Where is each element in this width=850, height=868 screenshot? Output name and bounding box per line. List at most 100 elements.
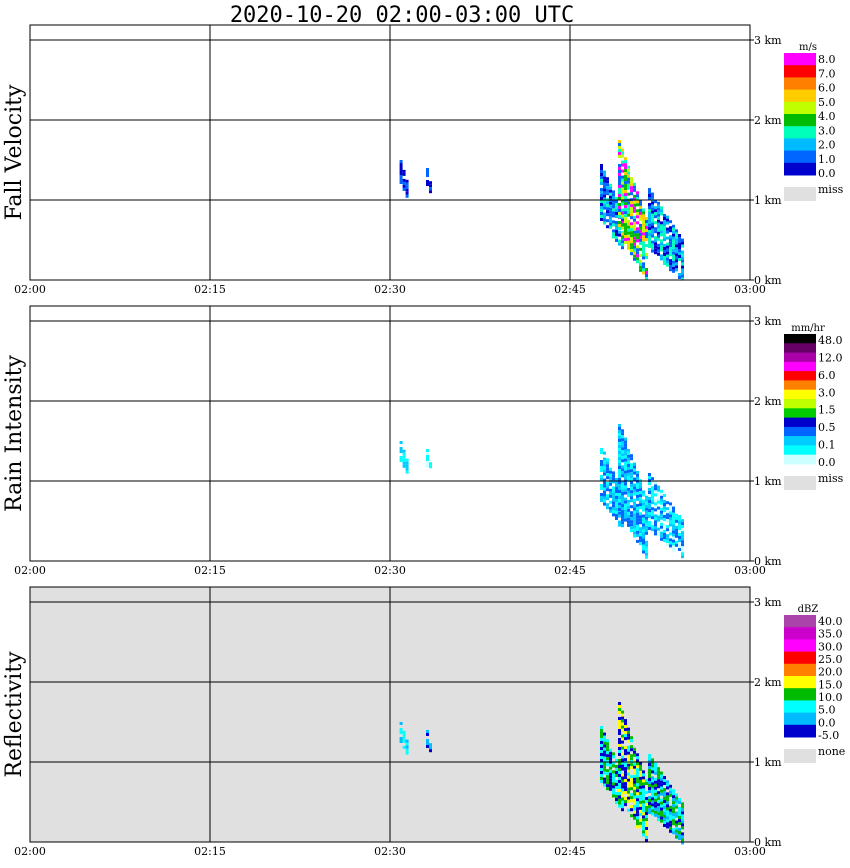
echo-pixel	[636, 254, 639, 258]
echo-pixel	[600, 170, 603, 173]
echo-pixel	[642, 229, 645, 233]
echo-pixel	[624, 491, 627, 495]
echo-pixel	[669, 268, 672, 272]
echo-pixel	[678, 530, 681, 533]
echo-pixel	[627, 192, 630, 196]
echo-pixel	[654, 801, 657, 805]
legend-swatch	[784, 399, 816, 409]
echo-pixel	[621, 444, 624, 448]
echo-pixel	[657, 207, 660, 211]
echo-pixel	[633, 233, 636, 237]
echo-pixel	[627, 517, 630, 521]
echo-pixel	[666, 230, 669, 234]
echo-pixel	[660, 537, 663, 541]
legend-label: 4.0	[818, 110, 836, 123]
echo-pixel	[636, 822, 639, 826]
echo-pixel	[618, 747, 621, 750]
echo-pixel	[639, 809, 642, 813]
echo-pixel	[405, 182, 409, 186]
echo-pixel	[648, 778, 651, 781]
echo-pixel	[627, 784, 630, 788]
echo-pixel	[657, 488, 660, 492]
echo-pixel	[627, 730, 630, 734]
echo-pixel	[630, 814, 633, 818]
echo-pixel	[648, 811, 651, 814]
legend-label: 40.0	[818, 615, 843, 628]
echo-pixel	[678, 246, 681, 249]
echo-pixel	[630, 520, 633, 524]
echo-pixel	[618, 708, 621, 711]
echo-pixel	[633, 224, 636, 228]
echo-pixel	[681, 534, 684, 538]
echo-pixel	[630, 781, 633, 785]
echo-pixel	[615, 795, 618, 798]
echo-pixel	[618, 520, 621, 524]
echo-pixel	[639, 500, 642, 504]
echo-pixel	[618, 170, 621, 173]
echo-pixel	[429, 743, 432, 747]
echo-pixel	[405, 751, 409, 755]
echo-pixel	[663, 539, 666, 542]
echo-pixel	[621, 710, 624, 714]
echo-pixel	[630, 496, 633, 500]
echo-pixel	[606, 204, 609, 208]
echo-pixel	[663, 821, 666, 824]
echo-pixel	[636, 485, 639, 489]
echo-pixel	[621, 169, 624, 173]
echo-pixel	[633, 753, 636, 757]
echo-pixel	[399, 740, 403, 743]
echo-pixel	[636, 521, 639, 525]
echo-pixel	[606, 183, 609, 187]
echo-pixel	[618, 149, 621, 152]
echo-echo-e	[648, 754, 684, 845]
echo-pixel	[618, 469, 621, 472]
echo-pixel	[618, 762, 621, 765]
x-tick-label: 03:00	[734, 564, 766, 577]
echo-pixel	[630, 526, 633, 530]
echo-pixel	[648, 787, 651, 790]
echo-pixel	[612, 232, 615, 236]
echo-pixel	[663, 226, 666, 229]
echo-pixel	[621, 226, 624, 230]
echo-pixel	[618, 176, 621, 179]
echo-pixel	[618, 475, 621, 478]
echo-pixel	[669, 502, 672, 506]
echo-pixel	[636, 789, 639, 793]
echo-pixel	[600, 735, 603, 738]
echo-pixel	[630, 523, 633, 527]
echo-pixel	[600, 777, 603, 780]
echo-pixel	[651, 231, 654, 235]
echo-pixel	[657, 767, 660, 771]
echo-pixel	[663, 533, 666, 536]
echo-pixel	[630, 484, 633, 488]
echo-pixel	[642, 265, 645, 269]
echo-pixel	[669, 793, 672, 797]
echo-pixel	[648, 230, 651, 233]
echo-pixel	[648, 772, 651, 775]
echo-pixel	[621, 758, 624, 762]
echo-pixel	[654, 493, 657, 497]
echo-pixel	[603, 463, 606, 467]
echo-pixel	[624, 767, 627, 771]
echo-pixel	[621, 788, 624, 792]
echo-pixel	[645, 809, 648, 812]
echo-pixel	[624, 788, 627, 792]
echo-pixel	[606, 482, 609, 486]
echo-pixel	[621, 208, 624, 212]
echo-pixel	[627, 493, 630, 497]
echo-pixel	[669, 265, 672, 269]
echo-pixel	[627, 502, 630, 506]
echo-pixel	[645, 818, 648, 821]
echo-pixel	[621, 468, 624, 472]
echo-pixel	[675, 256, 678, 260]
echo-pixel	[648, 500, 651, 503]
echo-pixel	[642, 827, 645, 831]
echo-pixel	[651, 195, 654, 199]
echo-pixel	[603, 777, 606, 781]
echo-pixel	[429, 462, 432, 466]
echo-pixel	[630, 231, 633, 235]
echo-pixel	[639, 512, 642, 516]
echo-pixel	[669, 805, 672, 809]
echo-pixel	[399, 722, 403, 725]
echo-pixel	[630, 493, 633, 497]
